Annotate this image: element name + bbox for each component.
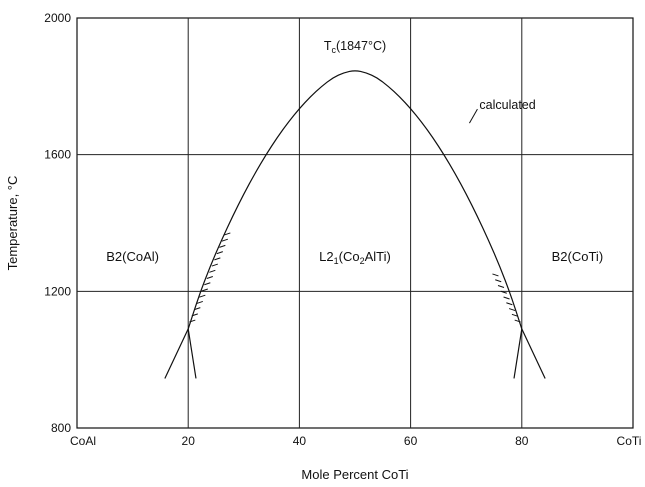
hatch-mark-0-0: [189, 319, 196, 323]
y-axis-title: Temperature, °C: [5, 176, 20, 271]
hatch-marks: [189, 232, 521, 323]
x-tick-label-40: 40: [293, 434, 307, 448]
hatch-mark-1-0: [514, 319, 521, 323]
y-tick-label-1600: 1600: [44, 148, 71, 162]
region-label-l21-sub1: 1: [334, 256, 339, 266]
hatch-mark-0-10: [214, 257, 221, 261]
curve-label-leader: [468, 108, 478, 124]
peak-label: Tc(1847°C): [324, 39, 386, 55]
hatch-mark-0-2: [194, 307, 201, 311]
extension-line-0: [164, 328, 189, 379]
peak-label-value: (1847°C): [336, 39, 386, 53]
hatch-mark-1-5: [500, 290, 507, 294]
extension-line-2: [521, 328, 546, 379]
grid-lines: [77, 18, 633, 428]
region-label-l21-main: L2: [319, 249, 333, 264]
hatch-mark-1-4: [503, 296, 510, 300]
hatch-mark-0-14: [224, 232, 231, 236]
x-tick-label-60: 60: [404, 434, 418, 448]
region-label-b2-coti: B2(CoTi): [552, 249, 604, 264]
tick-labels: 20 40 60 80 800 1200 1600 2000: [44, 11, 528, 448]
x-end-label-right: CoTi: [617, 434, 642, 448]
hatch-mark-1-6: [497, 285, 505, 288]
region-label-l21: L21(Co2AlTi): [319, 249, 391, 266]
hatch-mark-0-3: [196, 300, 203, 304]
hatch-mark-0-9: [211, 263, 218, 267]
hatch-mark-1-3: [506, 302, 513, 306]
region-label-l21-tail: AlTi): [365, 249, 391, 264]
hatch-mark-0-4: [199, 294, 206, 298]
x-axis-title: Mole Percent CoTi: [301, 467, 408, 482]
hatch-mark-0-12: [219, 244, 226, 248]
peak-label-sub: c: [331, 45, 336, 55]
hatch-mark-1-8: [492, 273, 499, 277]
hatch-mark-1-1: [511, 313, 519, 317]
y-tick-label-1200: 1200: [44, 284, 71, 298]
extension-line-3: [513, 328, 523, 379]
hatch-mark-1-2: [508, 308, 516, 312]
hatch-mark-1-7: [495, 279, 502, 283]
x-tick-label-20: 20: [182, 434, 196, 448]
region-label-l21-sub2: 2: [360, 256, 365, 266]
hatch-mark-0-11: [216, 251, 223, 255]
region-label-b2-coal: B2(CoAl): [106, 249, 159, 264]
hatch-mark-0-1: [191, 313, 198, 317]
x-end-label-left: CoAl: [70, 434, 96, 448]
hatch-mark-0-6: [204, 282, 211, 286]
x-tick-label-80: 80: [515, 434, 529, 448]
hatch-mark-0-7: [206, 276, 213, 279]
hatch-mark-0-13: [221, 238, 228, 242]
curve-label-calculated: calculated: [479, 98, 535, 112]
region-label-l21-rest: (Co: [339, 249, 360, 264]
extension-line-1: [187, 328, 197, 379]
hatch-mark-0-8: [209, 269, 216, 273]
y-tick-label-800: 800: [51, 421, 71, 435]
plot-frame: [76, 17, 634, 429]
hatch-mark-0-5: [201, 288, 208, 292]
series-line-calculated: [187, 70, 523, 330]
curves: [164, 70, 546, 379]
y-tick-label-2000: 2000: [44, 11, 71, 25]
peak-label-main: T: [324, 39, 332, 53]
